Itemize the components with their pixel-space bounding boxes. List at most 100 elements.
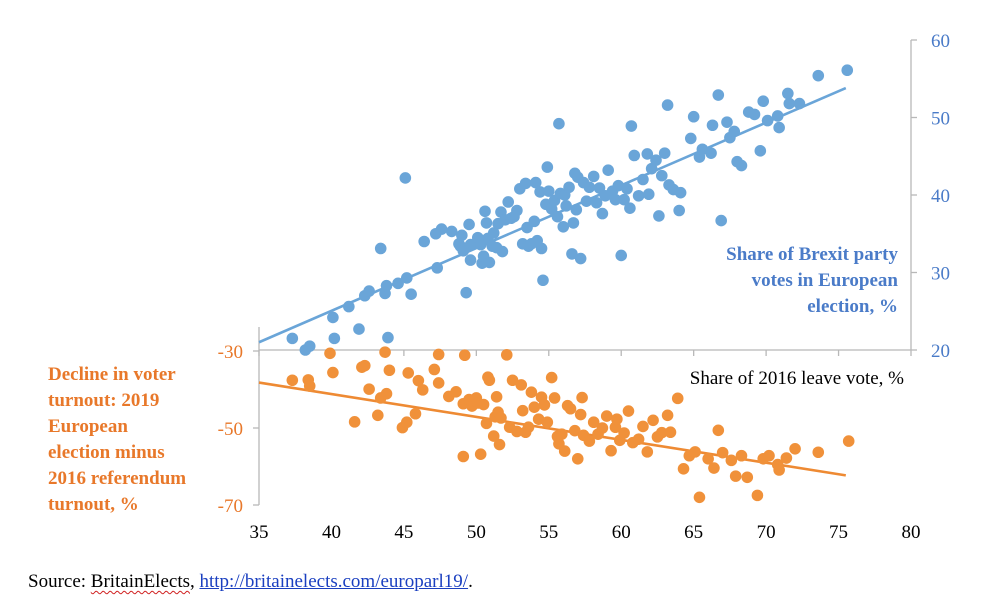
x-tick-label: 50 [467,522,486,543]
scatter-chart: 35 40 45 50 55 60 65 70 75 802030405060-30-50-70 … [48,31,950,543]
orange-data-point [428,363,441,376]
blue-data-point [464,238,477,251]
x-tick-label: 60 [612,522,631,543]
orange-data-point [556,428,568,440]
blue-data-point [590,196,603,209]
orange-data-point [763,449,775,462]
orange-data-point [402,367,415,379]
orange-data-point [379,346,391,358]
left-y-tick-label: -50 [218,419,243,440]
blue-data-point [673,204,685,217]
blue-data-point [528,215,541,228]
orange-data-point [493,438,506,451]
blue-data-point [642,188,655,201]
blue-data-point [511,204,523,217]
blue-data-point [632,189,645,202]
x-tick-label: 35 [250,522,269,543]
orange-data-point [622,405,635,417]
blue-data-point [551,210,564,223]
orange-data-point [605,444,617,457]
source-separator: , [190,571,200,592]
orange-data-point [780,452,793,464]
blue-data-point [602,164,614,176]
blue-data-point [674,186,687,199]
orange-data-point [383,364,396,377]
data-points [286,64,855,504]
blue-data-point [445,225,458,238]
source-note: Source: BritainElects, http://britainele… [28,571,473,593]
blue-data-point [705,147,717,159]
source-name: BritainElects [90,571,190,592]
orange-data-point [522,421,535,434]
right-y-axis-title-line: votes in European [752,270,899,291]
blue-data-point [343,300,355,313]
blue-data-point [609,193,622,206]
source-link[interactable]: http://britainelects.com/europarl19/ [199,571,469,592]
orange-data-point [412,374,425,387]
orange-data-point [372,409,384,422]
blue-data-point [624,202,636,214]
blue-data-point [687,110,700,123]
right-y-axis-title-line: Share of Brexit party [726,244,898,265]
right-y-axis-title-line: election, % [807,296,898,317]
blue-data-point [793,97,806,110]
tick-labels: 35 40 45 50 55 60 65 70 75 80 20 30 40 50 60 -30 -50 -70 [218,31,950,543]
blue-data-point [625,120,638,132]
blue-data-point [587,170,600,183]
blue-data-point [748,108,761,121]
orange-data-point [773,464,785,476]
orange-data-point [457,450,470,463]
blue-data-point [757,95,770,108]
blue-data-point [374,242,387,255]
blue-data-point [580,195,593,207]
orange-data-point [689,446,701,458]
orange-data-point [716,446,729,459]
orange-data-point [729,470,742,482]
orange-data-point [637,420,649,433]
orange-data-point [286,374,299,387]
blue-data-point [435,223,448,235]
blue-data-point [392,277,404,290]
blue-data-point [641,148,654,160]
right-y-tick-label: 60 [931,31,950,52]
blue-data-point [771,110,784,122]
orange-data-point [655,426,668,439]
left-y-axis-title-line: Decline in voter [48,364,176,385]
right-y-tick-label: 20 [931,341,950,362]
blue-data-point [542,185,555,197]
right-y-tick-label: 30 [931,264,950,285]
orange-data-point [725,454,738,467]
axis-titles: Share of 2016 leave vote, % Share of Brex… [48,244,904,515]
orange-data-point [516,404,529,417]
orange-data-point [576,391,588,404]
blue-data-point [328,332,341,345]
blue-data-point [431,262,444,274]
blue-data-point [661,99,674,111]
blue-data-point [327,311,339,324]
orange-data-point [789,442,801,455]
orange-data-point [400,416,413,429]
orange-data-point [812,446,825,459]
blue-data-point [658,147,671,159]
blue-data-point [479,205,491,218]
blue-data-point [655,169,668,182]
orange-data-point [751,489,764,502]
blue-data-point [535,242,548,255]
blue-data-point [563,181,575,194]
orange-data-point [324,347,336,360]
right-y-tick-label: 40 [931,186,950,207]
blue-data-point [567,217,580,229]
axes [253,39,917,506]
orange-data-point [528,401,541,414]
blue-data-point [628,149,641,162]
blue-data-point [303,340,316,352]
blue-data-point [480,217,493,229]
orange-data-point [432,377,445,389]
orange-data-point [571,453,584,465]
orange-data-point [327,366,339,379]
orange-data-point [702,453,714,465]
blue-data-point [728,125,741,138]
blue-data-point [463,218,475,231]
blue-data-point [645,162,658,175]
left-y-axis-title-line: turnout: 2019 [48,390,159,411]
